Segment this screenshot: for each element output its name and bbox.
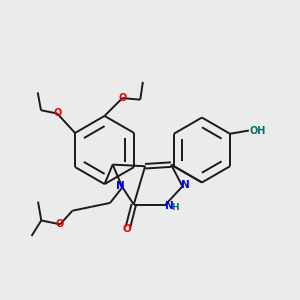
Text: O: O — [123, 224, 132, 234]
Text: O: O — [118, 93, 127, 103]
Text: OH: OH — [250, 125, 266, 136]
Text: O: O — [56, 219, 64, 229]
Text: N: N — [181, 180, 190, 190]
Text: H: H — [171, 202, 178, 211]
Text: O: O — [53, 109, 61, 118]
Text: N: N — [165, 200, 174, 211]
Text: N: N — [116, 181, 125, 191]
